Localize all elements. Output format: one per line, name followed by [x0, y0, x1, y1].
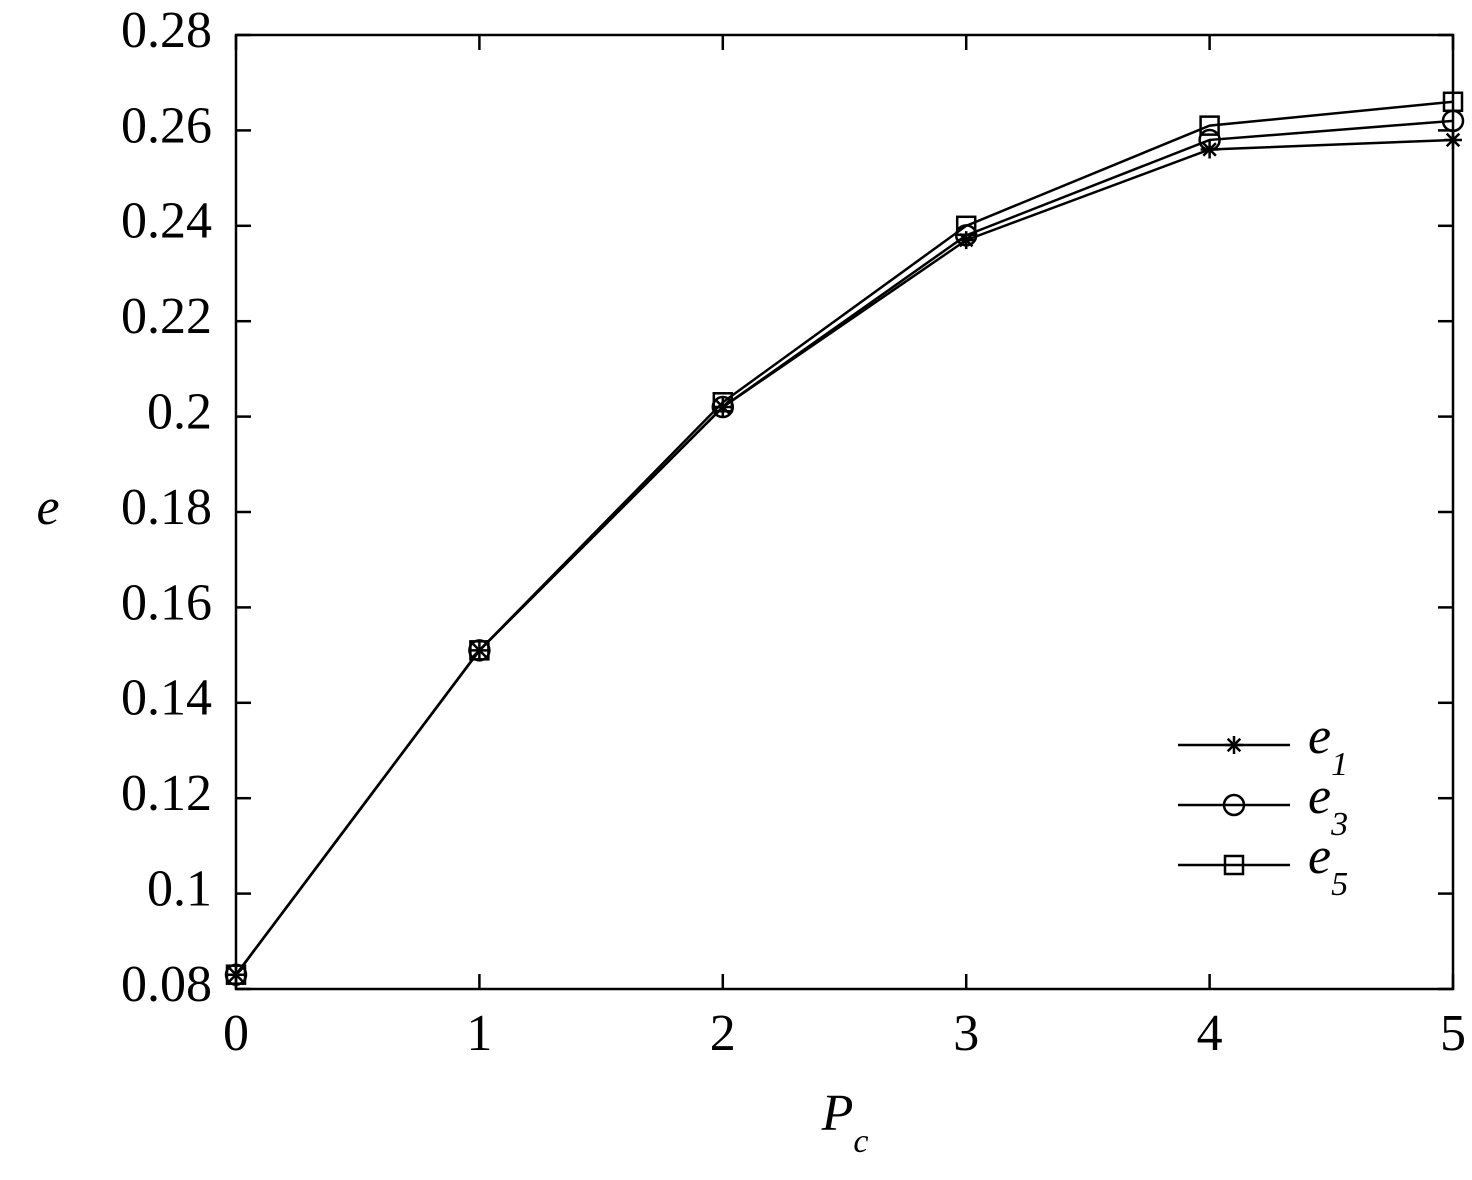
marker [955, 215, 977, 237]
y-tick-label: 0.12 [121, 765, 212, 822]
marker [1442, 91, 1464, 113]
y-tick-label: 0.26 [121, 97, 212, 154]
y-tick-label: 0.24 [121, 193, 212, 250]
marker [1222, 793, 1246, 817]
series-line [235, 100, 1454, 976]
y-axis-label: e [36, 479, 59, 536]
x-tick-label: 3 [953, 1005, 979, 1062]
marker [1199, 115, 1220, 136]
y-tick-label: 0.14 [121, 670, 212, 727]
x-tick-label: 5 [1440, 1005, 1466, 1062]
y-tick-label: 0.28 [121, 2, 212, 59]
marker [957, 231, 976, 250]
y-tick-label: 0.1 [147, 861, 212, 918]
marker [469, 640, 490, 661]
plot-frame [234, 33, 1455, 991]
y-tick-label: 0.2 [147, 384, 212, 441]
marker [225, 964, 247, 985]
marker [1198, 128, 1221, 152]
marker [1444, 130, 1462, 149]
y-tick-label: 0.08 [121, 956, 212, 1013]
y-tick-label: 0.18 [121, 479, 212, 536]
legend-label: e3 [1308, 768, 1348, 843]
series-line [235, 119, 1454, 976]
x-tick-label: 1 [466, 1005, 492, 1062]
y-tick-label: 0.16 [121, 574, 212, 631]
series-line [235, 138, 1454, 976]
legend-label: e5 [1308, 828, 1348, 903]
x-tick-label: 2 [710, 1005, 736, 1062]
marker [1225, 736, 1243, 754]
x-axis-label: Pc [821, 1085, 869, 1160]
x-tick-label: 0 [223, 1005, 249, 1062]
marker [712, 392, 734, 413]
x-tick-label: 4 [1197, 1005, 1223, 1062]
legend-label: e1 [1308, 708, 1348, 783]
y-tick-label: 0.22 [121, 288, 212, 345]
marker [1223, 854, 1245, 876]
